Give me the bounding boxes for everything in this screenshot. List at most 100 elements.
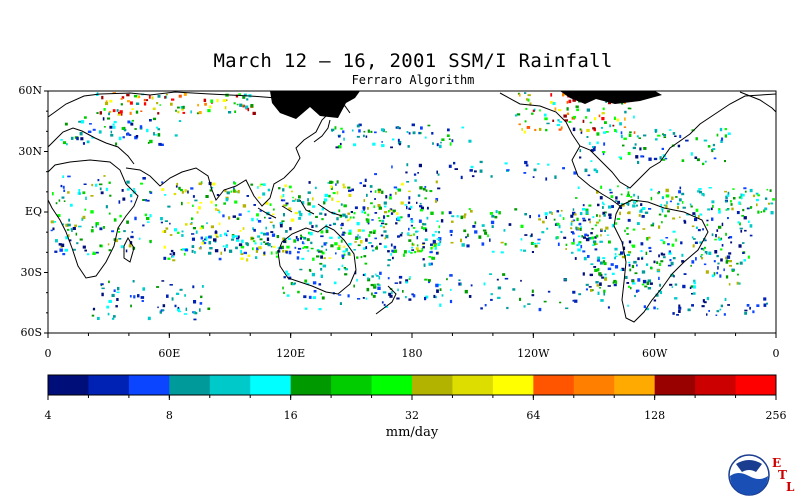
rain-pixel [449, 142, 452, 146]
rain-pixel [638, 214, 641, 217]
rain-pixel [57, 214, 61, 217]
rain-pixel [424, 278, 428, 281]
rain-pixel [368, 242, 372, 244]
rain-pixel [362, 184, 367, 187]
rain-pixel [574, 299, 578, 303]
rain-pixel [595, 221, 600, 224]
rain-pixel [253, 204, 256, 206]
rain-pixel [721, 244, 724, 247]
rain-pixel [624, 117, 626, 121]
rain-pixel [206, 222, 208, 225]
rain-pixel [383, 230, 387, 233]
rain-pixel [582, 119, 585, 123]
rain-pixel [464, 213, 467, 216]
rain-pixel [235, 94, 239, 98]
rain-pixel [363, 199, 366, 202]
rain-pixel [220, 251, 223, 255]
rain-pixel [413, 233, 415, 236]
rain-pixel [135, 102, 140, 105]
rain-pixel [364, 262, 368, 265]
rain-pixel [458, 282, 462, 286]
rain-pixel [608, 205, 612, 209]
rain-pixel [401, 182, 404, 185]
rain-pixel [552, 102, 556, 105]
rain-pixel [214, 231, 218, 234]
rain-pixel [565, 307, 569, 310]
rain-pixel [59, 248, 63, 252]
rain-pixel [441, 294, 444, 297]
rain-pixel [307, 198, 309, 202]
rain-pixel [431, 256, 436, 260]
rain-pixel [177, 308, 180, 312]
colorbar-tick-label: 128 [644, 409, 666, 422]
rain-pixel [589, 273, 593, 276]
rain-pixel [389, 209, 392, 212]
rain-pixel [711, 149, 714, 153]
rain-pixel [481, 224, 485, 227]
rain-pixel [361, 210, 364, 214]
rain-pixel [436, 170, 438, 174]
rain-pixel [724, 128, 727, 131]
rain-pixel [648, 157, 652, 161]
rain-pixel [597, 256, 601, 260]
rain-pixel [161, 280, 165, 282]
rain-pixel [662, 241, 666, 245]
rain-pixel [572, 299, 575, 302]
rain-pixel [234, 235, 238, 237]
rain-pixel [245, 105, 249, 109]
rain-pixel [237, 235, 240, 239]
rain-pixel [655, 138, 658, 141]
rain-pixel [418, 132, 421, 135]
rain-pixel [692, 244, 695, 248]
rain-pixel [126, 220, 129, 224]
rain-pixel [640, 155, 644, 158]
rain-pixel [683, 220, 687, 224]
rain-pixel [64, 248, 68, 252]
rain-pixel [255, 250, 258, 253]
rain-pixel [142, 177, 146, 180]
rain-pixel [412, 131, 416, 135]
rain-pixel [89, 123, 92, 125]
rain-pixel [594, 243, 598, 245]
rain-pixel [131, 119, 134, 122]
rain-pixel [518, 93, 521, 97]
rain-pixel [160, 217, 163, 221]
rain-pixel [327, 182, 330, 184]
rain-pixel [729, 236, 733, 239]
rain-pixel [193, 300, 197, 304]
rain-pixel [222, 245, 225, 248]
rain-pixel [695, 208, 699, 212]
rain-pixel [276, 235, 280, 239]
rain-pixel [176, 182, 179, 186]
rain-pixel [92, 252, 96, 255]
rain-pixel [391, 165, 393, 169]
rain-pixel [336, 200, 340, 203]
rain-pixel [599, 196, 603, 200]
rain-pixel [708, 187, 712, 189]
rain-pixel [399, 281, 402, 284]
rain-pixel [224, 99, 228, 102]
rain-pixel [592, 244, 595, 246]
rain-pixel [627, 304, 629, 307]
rain-pixel [679, 216, 681, 219]
rain-pixel [692, 212, 696, 215]
rain-pixel [623, 137, 627, 140]
rain-pixel [121, 96, 125, 99]
rain-pixel [122, 197, 126, 201]
rain-pixel [607, 285, 611, 287]
rain-pixel [706, 251, 708, 255]
rain-pixel [371, 245, 374, 248]
rain-pixel [225, 197, 229, 202]
rain-pixel [100, 283, 104, 286]
rain-pixel [391, 249, 394, 253]
rain-pixel [108, 299, 112, 303]
rain-pixel [670, 261, 674, 266]
rain-pixel [719, 308, 722, 311]
rain-pixel [757, 210, 760, 214]
rain-pixel [603, 262, 607, 266]
rain-pixel [387, 250, 390, 253]
rain-pixel [698, 188, 702, 190]
rain-pixel [117, 286, 120, 291]
rain-pixel [704, 160, 707, 163]
rain-pixel [282, 249, 285, 253]
